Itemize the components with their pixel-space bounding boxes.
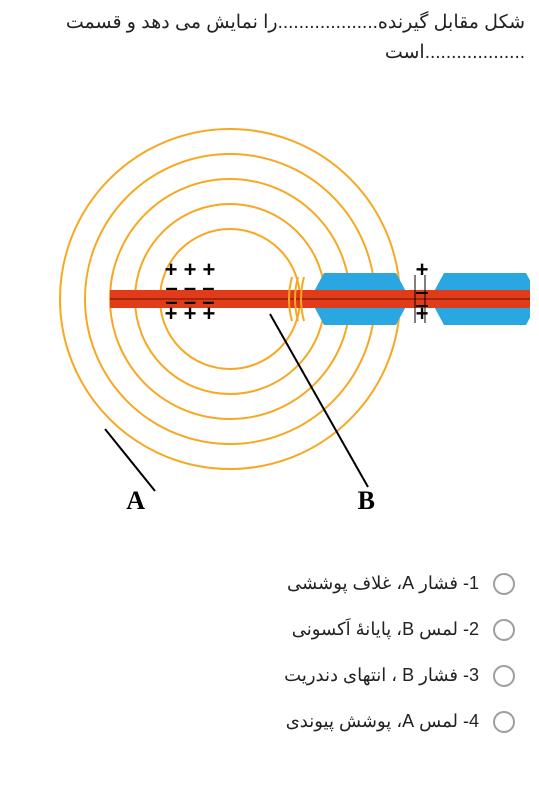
options-list: 1- فشار A، غلاف پوششی 2- لمس B، پایانهٔ … <box>0 529 539 733</box>
radio-icon <box>493 573 515 595</box>
radio-icon <box>493 711 515 733</box>
svg-text:B: B <box>357 486 374 515</box>
option-label: 2- لمس B، پایانهٔ اَکسونی <box>292 619 479 640</box>
svg-text:A: A <box>126 486 145 515</box>
question-line2: ...................است <box>385 42 525 63</box>
svg-text:+: + <box>415 257 428 282</box>
option-4[interactable]: 4- لمس A، پوشش پیوندی <box>0 711 515 733</box>
question-text: شکل مقابل گیرنده...................را نم… <box>0 0 539 69</box>
option-label: 3- فشار B ، انتهای دندریت <box>284 665 479 686</box>
svg-text:+: + <box>415 301 428 326</box>
option-1[interactable]: 1- فشار A، غلاف پوششی <box>0 573 515 595</box>
option-label: 1- فشار A، غلاف پوششی <box>287 573 479 594</box>
diagram-container: + + +– – –– – –+ + +++AB <box>0 69 539 529</box>
question-line1: شکل مقابل گیرنده...................را نم… <box>66 12 525 33</box>
svg-text:+ + +: + + + <box>164 301 215 326</box>
radio-icon <box>493 619 515 641</box>
option-3[interactable]: 3- فشار B ، انتهای دندریت <box>0 665 515 687</box>
option-label: 4- لمس A، پوشش پیوندی <box>286 711 479 732</box>
option-2[interactable]: 2- لمس B، پایانهٔ اَکسونی <box>0 619 515 641</box>
radio-icon <box>493 665 515 687</box>
receptor-diagram: + + +– – –– – –+ + +++AB <box>10 99 530 529</box>
